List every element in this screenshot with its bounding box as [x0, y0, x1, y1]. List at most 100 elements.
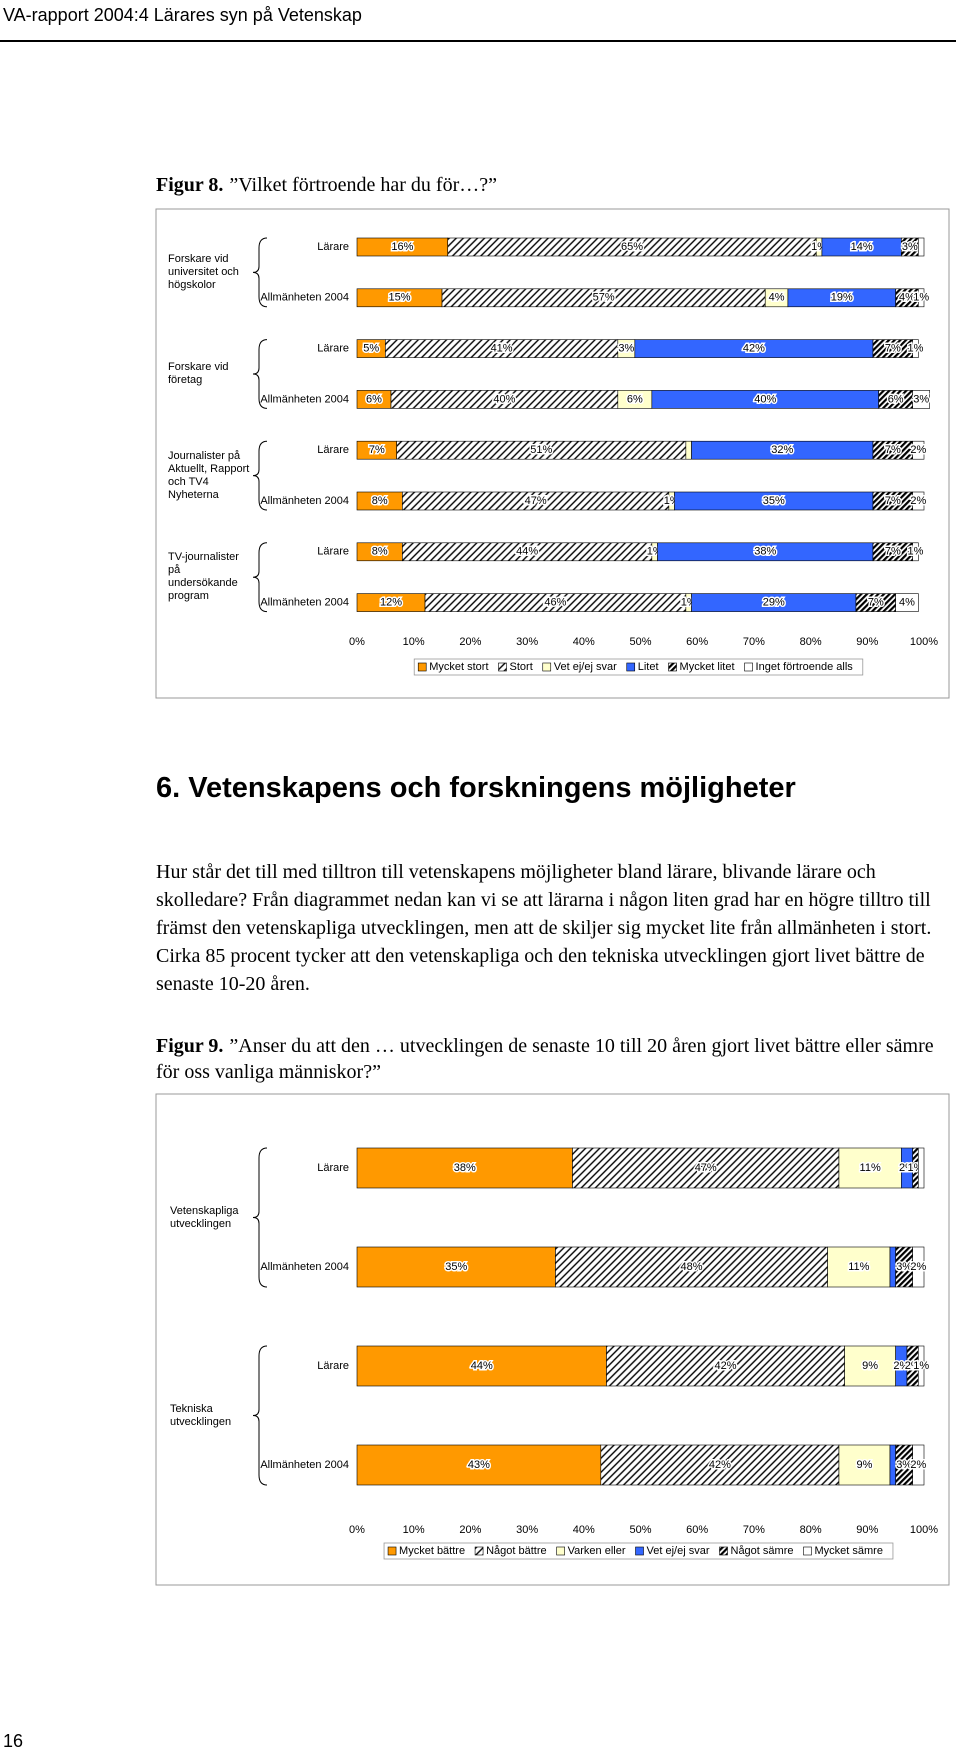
group-brace	[252, 339, 268, 409]
group-brace	[252, 1345, 268, 1486]
category-label: Lärare	[317, 1360, 349, 1372]
category-label: Lärare	[317, 444, 349, 456]
value-label: 3%	[896, 1261, 912, 1273]
bar-segment	[685, 440, 692, 460]
value-label: 16%	[391, 241, 413, 253]
group-brace	[252, 237, 268, 308]
value-label: 47%	[695, 1162, 717, 1174]
legend-label: Vet ej/ej svar	[554, 661, 617, 673]
figure-text: ”Anser du att den … utvecklingen de sena…	[156, 1035, 934, 1083]
legend-swatch	[803, 1546, 812, 1556]
value-label: 1%	[913, 292, 929, 304]
chart-frame	[155, 1093, 950, 1586]
value-label: 2%	[910, 495, 926, 507]
bar-segment	[912, 390, 930, 409]
legend-label: Vet ej/ej svar	[647, 1545, 710, 1557]
bar-segment	[912, 491, 925, 511]
category-label: Lärare	[317, 1162, 349, 1174]
value-label: 48%	[681, 1261, 703, 1273]
bar-segment	[827, 1246, 891, 1288]
category-label: Lärare	[317, 241, 349, 253]
x-tick-label: 80%	[800, 1524, 822, 1536]
value-label: 2%	[910, 1459, 926, 1471]
page-number: 16	[3, 1731, 24, 1751]
x-tick-label: 80%	[800, 636, 822, 648]
value-label: 41%	[491, 343, 513, 355]
value-label: 2%	[893, 1360, 909, 1372]
legend-label: Mycket litet	[680, 661, 735, 673]
value-label: 6%	[888, 393, 904, 405]
x-tick-label: 50%	[629, 636, 651, 648]
bar-segment	[912, 1246, 925, 1288]
bar-segment	[889, 1246, 896, 1288]
bar-segment	[889, 1444, 896, 1486]
group-label: Forskare vid företag	[168, 361, 229, 386]
value-label: 42%	[743, 343, 765, 355]
category-label: Allmänheten 2004	[260, 1261, 349, 1273]
x-tick-label: 60%	[686, 1524, 708, 1536]
value-label: 42%	[715, 1360, 737, 1372]
value-label: 12%	[380, 597, 402, 609]
category-label: Allmänheten 2004	[260, 292, 349, 304]
value-label: 1%	[908, 546, 924, 558]
value-label: 7%	[885, 546, 901, 558]
legend-swatch	[556, 1546, 565, 1556]
x-tick-label: 0%	[349, 1524, 365, 1536]
value-label: 35%	[763, 495, 785, 507]
bar-segment	[356, 1444, 602, 1486]
value-label: 3%	[913, 393, 929, 405]
value-label: 6%	[366, 393, 382, 405]
x-tick-label: 30%	[516, 1524, 538, 1536]
value-label: 4%	[769, 292, 785, 304]
value-label: 42%	[709, 1459, 731, 1471]
header-rule	[0, 40, 956, 42]
figure-caption: Figur 8. ”Vilket förtroende har du för…?”	[156, 172, 956, 198]
x-tick-label: 70%	[743, 636, 765, 648]
bar-segment	[912, 440, 925, 460]
header-title: VA-rapport 2004:4 Lärares syn på Vetensk…	[3, 5, 362, 25]
legend-label: Litet	[638, 661, 659, 673]
value-label: 38%	[454, 1162, 476, 1174]
bar-segment	[356, 1246, 556, 1288]
x-tick-label: 10%	[403, 636, 425, 648]
legend-swatch	[719, 1546, 728, 1556]
value-label: 4%	[899, 597, 915, 609]
legend-label: Något bättre	[486, 1545, 547, 1557]
group-label: Vetenskapliga utvecklingen	[170, 1204, 239, 1230]
legend-swatch	[387, 1546, 397, 1556]
legend-label: Mycket sämre	[814, 1545, 882, 1557]
legend-swatch	[417, 662, 427, 672]
category-label: Lärare	[317, 546, 349, 558]
value-label: 46%	[544, 597, 566, 609]
value-label: 7%	[885, 495, 901, 507]
legend-swatch	[474, 1546, 484, 1556]
section-heading: 6. Vetenskapens och forskningens möjligh…	[156, 772, 796, 804]
legend-label: Inget förtroende alls	[756, 661, 854, 673]
legend-label: Mycket stort	[429, 661, 488, 673]
figure-label: Figur 9.	[156, 1035, 224, 1057]
x-tick-label: 30%	[516, 636, 538, 648]
bar-segment	[356, 1345, 607, 1387]
x-tick-label: 10%	[403, 1524, 425, 1536]
value-label: 1%	[908, 343, 924, 355]
value-label: 8%	[372, 546, 388, 558]
group-brace	[252, 542, 268, 613]
group-label: TV-journalister på undersökande program	[168, 551, 239, 603]
category-label: Allmänheten 2004	[260, 597, 349, 609]
value-label: 7%	[885, 444, 901, 456]
group-label-box: Tekniska utvecklingen	[170, 1403, 231, 1428]
x-tick-label: 100%	[910, 1524, 938, 1536]
legend-swatch	[635, 1546, 644, 1556]
value-label: 40%	[493, 393, 515, 405]
bar-segment	[844, 1345, 896, 1387]
value-label: 35%	[445, 1261, 467, 1273]
value-label: 5%	[363, 343, 379, 355]
value-label: 40%	[754, 393, 776, 405]
legend-label: Något sämre	[731, 1545, 794, 1557]
legend-frame	[383, 1542, 894, 1560]
x-tick-label: 40%	[573, 1524, 595, 1536]
group-brace	[252, 1147, 268, 1288]
value-label: 2%	[910, 1261, 926, 1273]
value-label: 2%	[905, 1360, 921, 1372]
